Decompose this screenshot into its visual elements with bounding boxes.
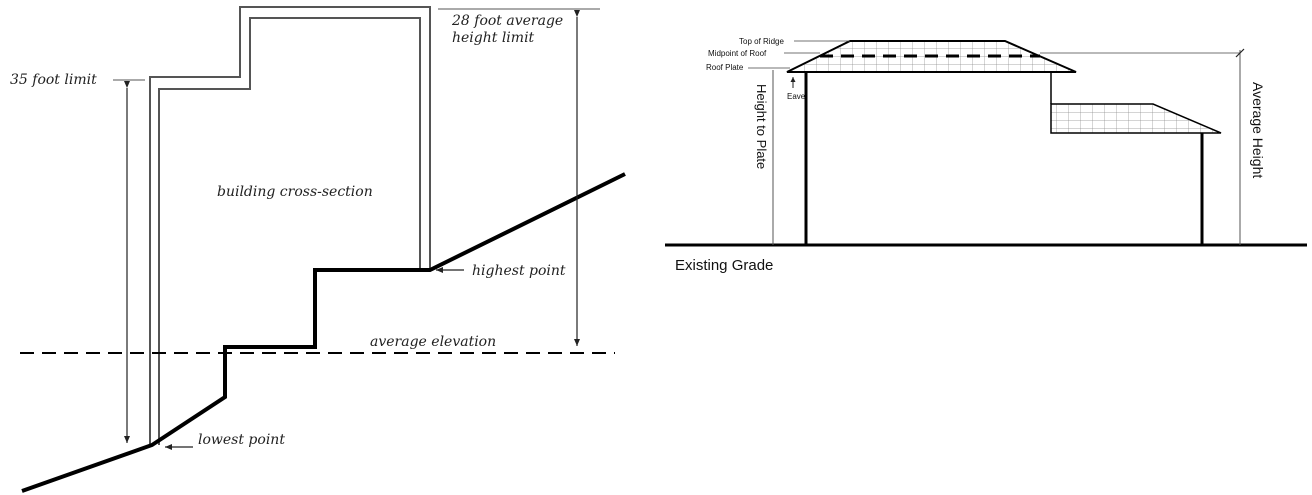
label-eave: Eave bbox=[787, 92, 806, 101]
label-roof-plate: Roof Plate bbox=[706, 63, 744, 72]
label-28-height-limit: height limit bbox=[452, 30, 535, 46]
building-outline-inner bbox=[158, 17, 421, 445]
left-diagram: 35 foot limit 28 foot average height lim… bbox=[10, 6, 626, 493]
lower-roof bbox=[1050, 103, 1222, 134]
label-highest-point: highest point bbox=[472, 263, 566, 279]
label-midpoint-of-roof: Midpoint of Roof bbox=[708, 49, 767, 58]
right-diagram: Top of Ridge Midpoint of Roof Roof Plate… bbox=[665, 37, 1307, 274]
label-average-height: Average Height bbox=[1250, 82, 1266, 178]
label-average-elevation: average elevation bbox=[370, 334, 496, 350]
label-35-foot-limit: 35 foot limit bbox=[10, 72, 97, 88]
average-height-slash bbox=[1235, 48, 1245, 58]
label-lowest-point: lowest point bbox=[198, 432, 285, 448]
label-top-of-ridge: Top of Ridge bbox=[739, 37, 784, 46]
building-outline-outer bbox=[149, 6, 431, 445]
label-building-cross-section: building cross-section bbox=[217, 184, 373, 200]
ground-profile bbox=[21, 172, 626, 493]
label-height-to-plate: Height to Plate bbox=[754, 84, 769, 169]
label-existing-grade: Existing Grade bbox=[675, 257, 773, 274]
label-28-foot-average: 28 foot average bbox=[451, 13, 563, 29]
